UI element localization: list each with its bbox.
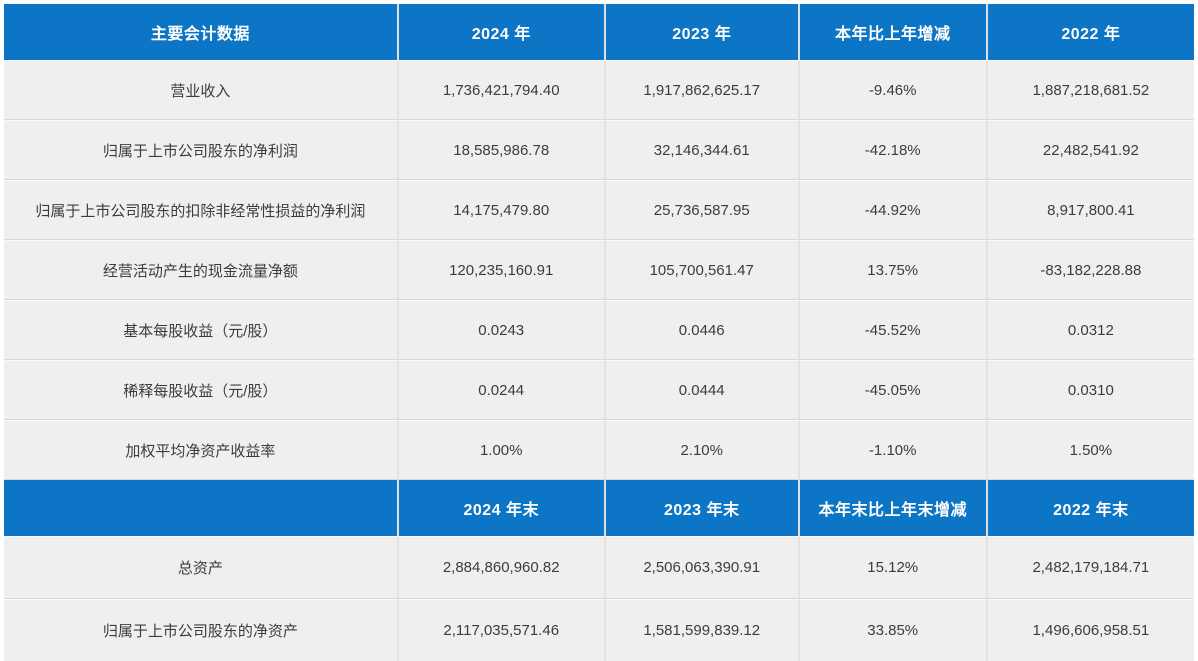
data-cell: 0.0312	[985, 300, 1194, 360]
data-cell: 1,887,218,681.52	[985, 60, 1194, 120]
data-cell: 25,736,587.95	[603, 180, 798, 240]
data-cell: 15.12%	[797, 536, 986, 599]
header-cell-2024: 2024 年	[396, 4, 604, 60]
table-row-operating-revenue: 营业收入 1,736,421,794.40 1,917,862,625.17 -…	[4, 60, 1194, 120]
table-row-operating-cash-flow: 经营活动产生的现金流量净额 120,235,160.91 105,700,561…	[4, 240, 1194, 300]
row-label: 基本每股收益（元/股）	[4, 300, 397, 360]
row-label: 稀释每股收益（元/股）	[4, 360, 397, 420]
data-cell: 13.75%	[797, 240, 986, 300]
row-label: 归属于上市公司股东的扣除非经常性损益的净利润	[4, 180, 397, 240]
table-row-net-profit-excl-nonrecurring: 归属于上市公司股东的扣除非经常性损益的净利润 14,175,479.80 25,…	[4, 180, 1194, 240]
data-cell: 0.0446	[603, 300, 798, 360]
data-cell: 33.85%	[797, 599, 986, 661]
row-label: 归属于上市公司股东的净利润	[4, 120, 397, 180]
data-cell: 32,146,344.61	[603, 120, 798, 180]
header-cell-2023: 2023 年	[603, 4, 798, 60]
data-cell: 1,917,862,625.17	[603, 60, 798, 120]
header-cell-2022-end: 2022 年末	[985, 480, 1194, 536]
data-cell: 0.0444	[603, 360, 798, 420]
data-cell: 1,496,606,958.51	[985, 599, 1194, 661]
row-label: 经营活动产生的现金流量净额	[4, 240, 397, 300]
header-cell-empty	[4, 480, 397, 536]
data-cell: 1,581,599,839.12	[603, 599, 798, 661]
table-row-net-profit: 归属于上市公司股东的净利润 18,585,986.78 32,146,344.6…	[4, 120, 1194, 180]
data-cell: 0.0244	[396, 360, 604, 420]
data-cell: 1,736,421,794.40	[396, 60, 604, 120]
data-cell: 8,917,800.41	[985, 180, 1194, 240]
header-cell-main-indicators: 主要会计数据	[4, 4, 397, 60]
data-cell: 105,700,561.47	[603, 240, 798, 300]
data-cell: 0.0310	[985, 360, 1194, 420]
data-cell: 1.00%	[396, 420, 604, 480]
header-cell-2024-end: 2024 年末	[396, 480, 604, 536]
year-end-header-row: 2024 年末 2023 年末 本年末比上年末增减 2022 年末	[4, 480, 1194, 536]
table-row-total-assets: 总资产 2,884,860,960.82 2,506,063,390.91 15…	[4, 536, 1194, 599]
row-label: 归属于上市公司股东的净资产	[4, 599, 397, 661]
data-cell: -42.18%	[797, 120, 986, 180]
data-cell: -9.46%	[797, 60, 986, 120]
header-cell-2022: 2022 年	[985, 4, 1194, 60]
data-cell: 0.0243	[396, 300, 604, 360]
data-cell: 2,506,063,390.91	[603, 536, 798, 599]
row-label: 加权平均净资产收益率	[4, 420, 397, 480]
row-label: 总资产	[4, 536, 397, 599]
table-row-basic-eps: 基本每股收益（元/股） 0.0243 0.0446 -45.52% 0.0312	[4, 300, 1194, 360]
data-cell: 18,585,986.78	[396, 120, 604, 180]
annual-header-row: 主要会计数据 2024 年 2023 年 本年比上年增减 2022 年	[4, 4, 1194, 60]
data-cell: 22,482,541.92	[985, 120, 1194, 180]
data-cell: 1.50%	[985, 420, 1194, 480]
table-row-weighted-avg-roe: 加权平均净资产收益率 1.00% 2.10% -1.10% 1.50%	[4, 420, 1194, 480]
table-row-diluted-eps: 稀释每股收益（元/股） 0.0244 0.0444 -45.05% 0.0310	[4, 360, 1194, 420]
data-cell: -45.52%	[797, 300, 986, 360]
data-cell: -83,182,228.88	[985, 240, 1194, 300]
header-cell-yoy-change: 本年比上年增减	[797, 4, 986, 60]
data-cell: 2,117,035,571.46	[396, 599, 604, 661]
row-label: 营业收入	[4, 60, 397, 120]
header-cell-yearend-change: 本年末比上年末增减	[797, 480, 986, 536]
data-cell: 2,884,860,960.82	[396, 536, 604, 599]
data-cell: 2,482,179,184.71	[985, 536, 1194, 599]
data-cell: 120,235,160.91	[396, 240, 604, 300]
data-cell: -1.10%	[797, 420, 986, 480]
data-cell: 2.10%	[603, 420, 798, 480]
table-row-net-assets: 归属于上市公司股东的净资产 2,117,035,571.46 1,581,599…	[4, 599, 1194, 661]
data-cell: -45.05%	[797, 360, 986, 420]
financial-summary-table: 主要会计数据 2024 年 2023 年 本年比上年增减 2022 年 营业收入…	[4, 4, 1194, 661]
data-cell: -44.92%	[797, 180, 986, 240]
header-cell-2023-end: 2023 年末	[603, 480, 798, 536]
data-cell: 14,175,479.80	[396, 180, 604, 240]
